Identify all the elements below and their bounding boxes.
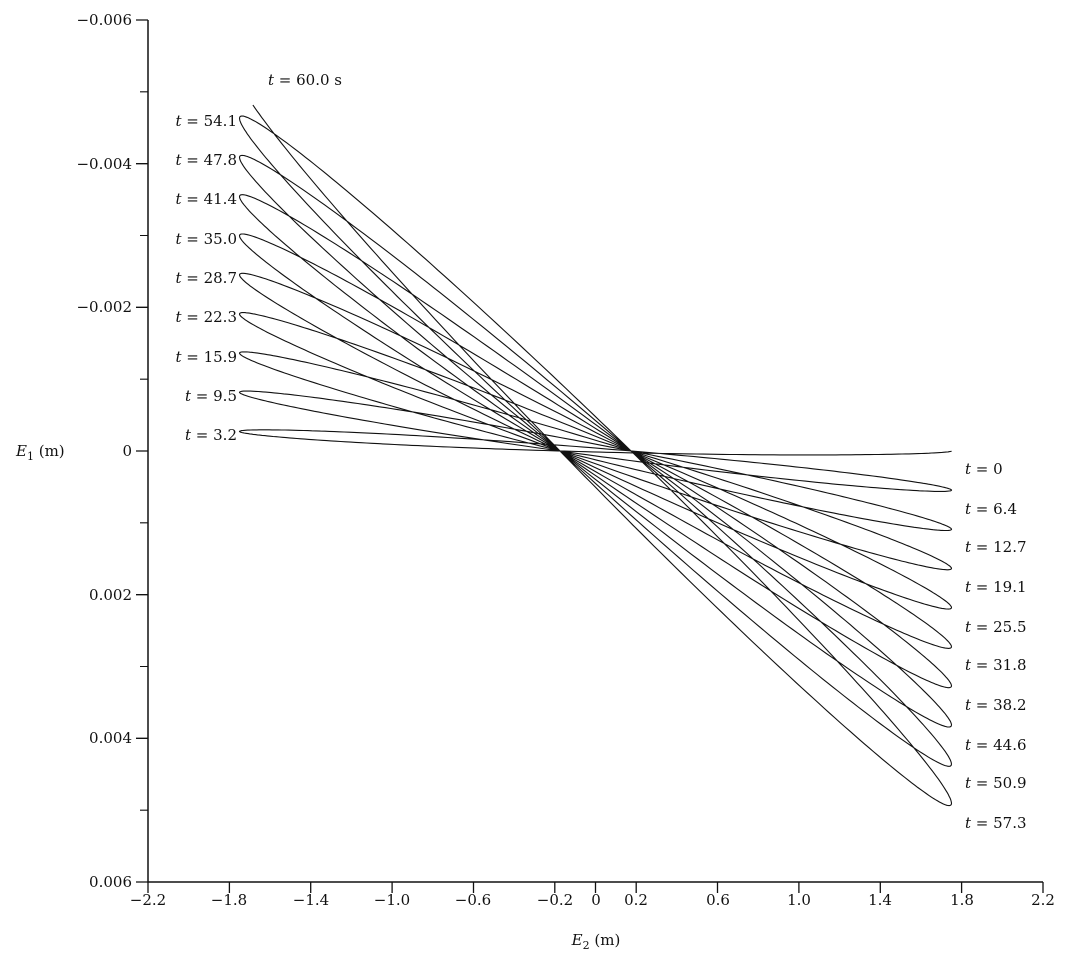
y-minor-ticks [140,91,148,811]
y-tick-label: −0.002 [76,298,132,316]
time-label: t = 3.2 [185,426,237,444]
y-tick-label: 0.006 [89,873,132,891]
x-ticks [147,882,1044,893]
x-tick-label: −2.2 [129,891,167,909]
time-label: t = 31.8 [965,656,1027,674]
x-tick-label: 0.6 [706,891,730,909]
time-label: t = 35.0 [175,230,237,248]
time-label: t = 41.4 [175,190,237,208]
time-label: t = 44.6 [965,736,1027,754]
x-tick-label: 2.2 [1031,891,1055,909]
time-label: t = 38.2 [965,696,1027,714]
x-tick-label: −1.4 [292,891,330,909]
time-label: t = 6.4 [965,500,1017,518]
time-label: t = 54.1 [175,112,237,130]
x-tick-label: 1.0 [787,891,811,909]
time-label-end: t = 60.0 s [268,71,342,89]
y-axis-label: E1 (m) [16,442,65,463]
x-tick-label: 0 [591,891,601,909]
x-axis-symbol: E [571,931,583,949]
time-label: t = 47.8 [175,151,237,169]
time-label: t = 22.3 [175,308,237,326]
x-tick-label: −1.0 [373,891,411,909]
time-label: t = 25.5 [965,618,1027,636]
time-label: t = 12.7 [965,538,1027,556]
y-tick-label: −0.004 [76,155,132,173]
x-tick-label: 0.2 [624,891,648,909]
x-tick-label: −1.8 [210,891,248,909]
x-tick-label: 1.4 [868,891,892,909]
y-tick-label: 0.002 [89,586,132,604]
x-axis-unit: (m) [589,931,621,949]
time-label: t = 57.3 [965,814,1027,832]
time-label: t = 9.5 [185,387,237,405]
time-label: t = 0 [965,460,1003,478]
x-axis-subscript: 2 [582,939,590,952]
trajectory-curve [238,104,953,807]
y-axis-unit: (m) [33,442,65,460]
y-tick-label: 0.004 [89,729,132,747]
y-tick-label: −0.006 [76,11,132,29]
time-label: t = 28.7 [175,269,237,287]
time-label: t = 50.9 [965,774,1027,792]
y-major-ticks [136,19,148,883]
time-label: t = 15.9 [175,348,237,366]
x-tick-label: −0.6 [454,891,492,909]
y-axis-symbol: E [16,442,27,460]
x-axis-label: E2 (m) [555,931,637,952]
time-label: t = 19.1 [965,578,1027,596]
x-tick-label: 1.8 [950,891,974,909]
y-tick-label: 0 [122,442,132,460]
y-axis-subscript: 1 [26,450,34,463]
x-tick-label: −0.2 [536,891,574,909]
